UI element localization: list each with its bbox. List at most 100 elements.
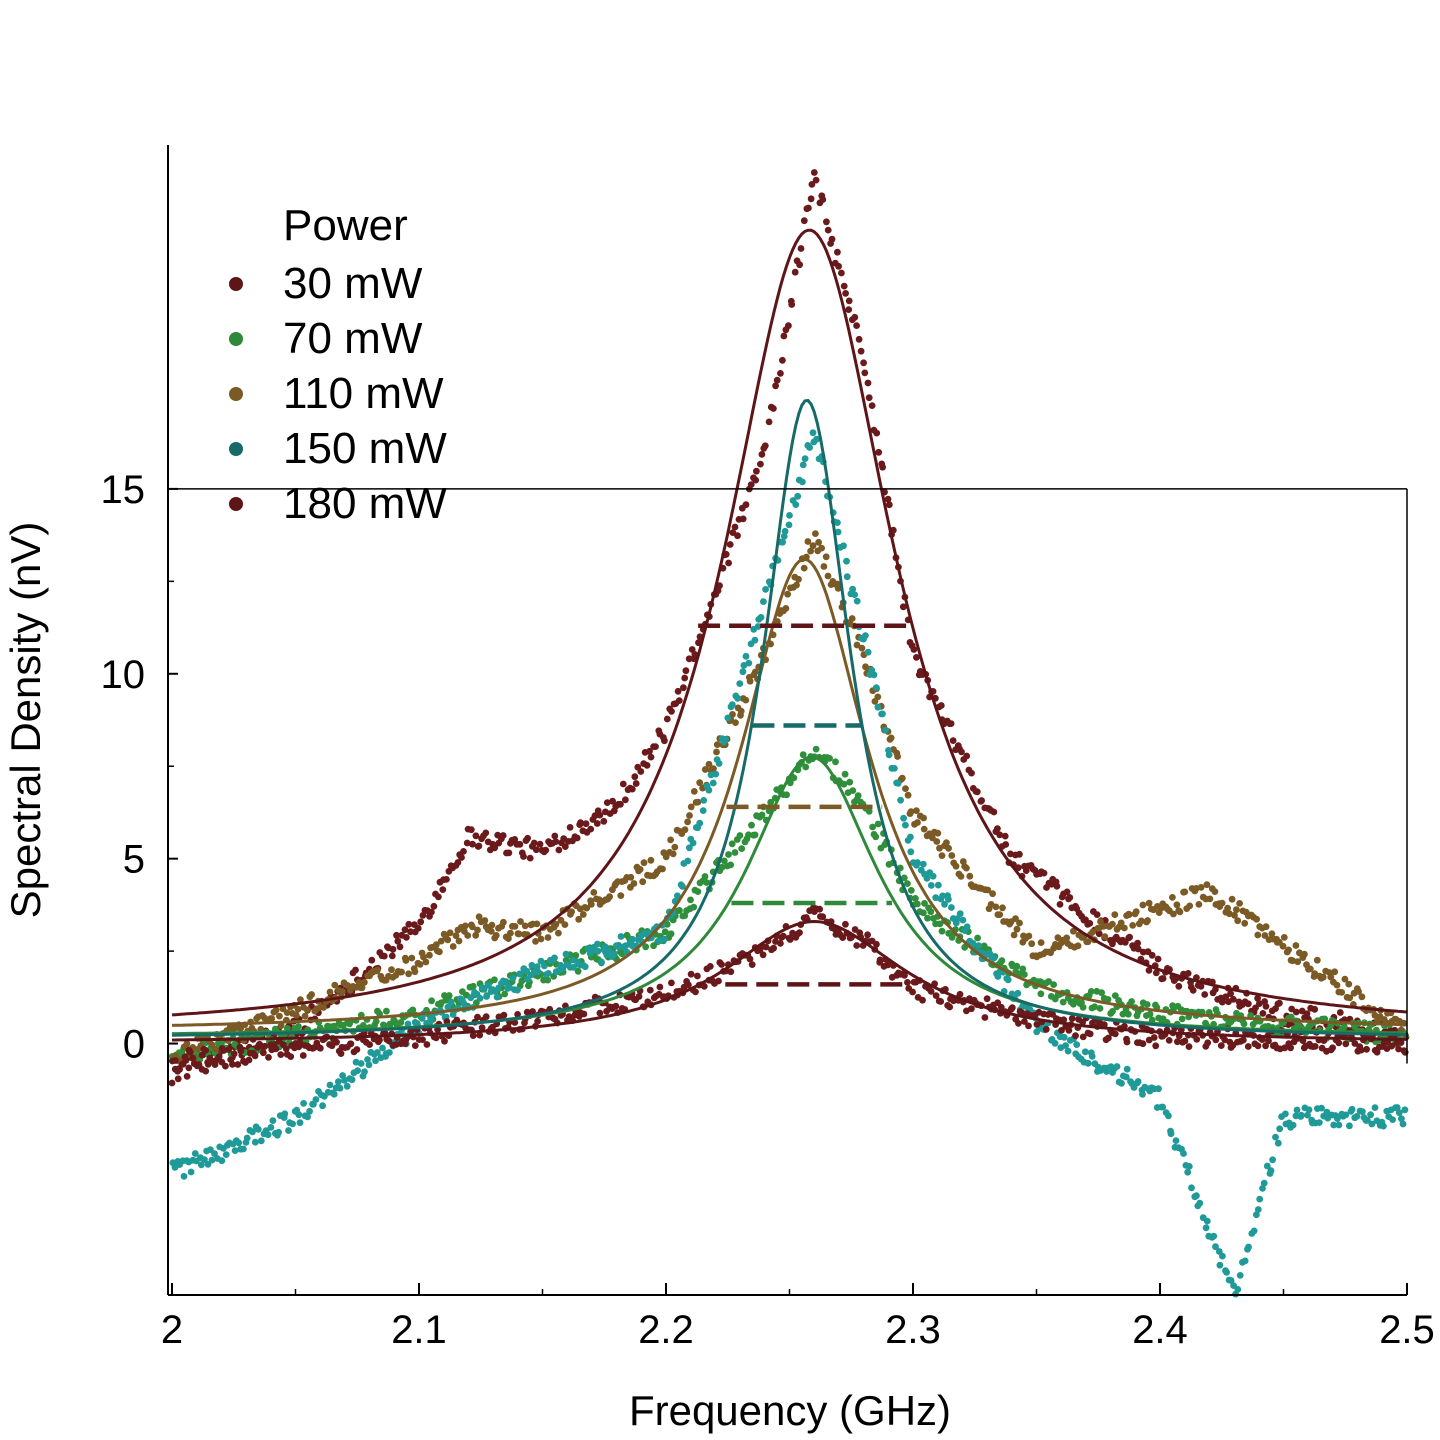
- data-point: [357, 1060, 365, 1067]
- data-point: [1345, 980, 1353, 988]
- data-point: [1066, 894, 1074, 901]
- data-point: [487, 928, 495, 935]
- data-point: [826, 755, 833, 762]
- y-tick-label: 0: [123, 1023, 145, 1067]
- data-point: [932, 894, 940, 902]
- data-point: [617, 933, 625, 940]
- data-point: [874, 820, 882, 828]
- data-point: [1025, 932, 1033, 940]
- data-point: [845, 306, 853, 313]
- data-point: [552, 920, 560, 928]
- data-point: [1371, 1104, 1379, 1111]
- data-point: [1364, 1116, 1371, 1124]
- data-point: [482, 829, 490, 837]
- data-point: [493, 993, 501, 1001]
- data-point: [818, 544, 825, 552]
- data-point: [1184, 970, 1192, 977]
- data-point: [791, 268, 799, 276]
- data-point: [1074, 942, 1082, 950]
- data-point: [511, 1019, 519, 1026]
- data-point: [694, 888, 702, 895]
- data-point: [389, 945, 397, 953]
- data-point: [792, 501, 800, 508]
- data-point: [687, 896, 694, 904]
- data-point: [417, 918, 425, 926]
- data-point: [1193, 1192, 1200, 1200]
- data-point: [1062, 1042, 1069, 1049]
- data-point: [187, 1168, 195, 1176]
- data-point: [1218, 899, 1226, 907]
- data-point: [834, 248, 841, 256]
- data-point: [713, 748, 720, 756]
- data-point: [674, 687, 682, 695]
- data-point: [326, 988, 334, 996]
- data-point: [1165, 1037, 1173, 1044]
- data-point: [1227, 1277, 1235, 1284]
- data-point: [1064, 1047, 1072, 1055]
- data-point: [374, 966, 381, 974]
- fit-curve-2: [171, 557, 1408, 1027]
- data-point: [617, 892, 625, 899]
- legend-label: 30 mW: [283, 259, 423, 308]
- data-point: [480, 985, 488, 993]
- data-point: [454, 859, 462, 866]
- data-point: [800, 217, 808, 225]
- data-point: [1226, 910, 1233, 918]
- data-point: [948, 904, 955, 911]
- data-point: [499, 832, 507, 839]
- data-point: [788, 301, 796, 308]
- data-point: [954, 915, 961, 923]
- data-point: [958, 748, 965, 756]
- data-point: [1100, 923, 1107, 930]
- data-point: [1401, 1106, 1409, 1114]
- data-point: [846, 778, 854, 786]
- data-point: [694, 972, 701, 980]
- data-point: [330, 1090, 338, 1098]
- data-point: [1139, 1040, 1147, 1048]
- data-point: [1197, 884, 1205, 891]
- data-point: [864, 379, 872, 387]
- data-point: [1105, 1034, 1112, 1042]
- data-point: [606, 893, 613, 901]
- data-point: [751, 636, 759, 644]
- data-point: [590, 889, 598, 896]
- data-point: [805, 204, 812, 212]
- data-point: [1359, 1108, 1366, 1116]
- data-point: [183, 1073, 191, 1080]
- data-point: [1224, 904, 1231, 912]
- legend-label: 70 mW: [283, 314, 423, 363]
- data-point: [555, 929, 562, 937]
- data-point: [1289, 1121, 1297, 1129]
- data-point: [348, 1076, 356, 1084]
- data-point: [414, 924, 422, 932]
- data-point: [1134, 945, 1142, 953]
- data-point: [463, 839, 471, 847]
- data-point: [921, 900, 928, 907]
- data-point: [275, 1128, 282, 1136]
- data-point: [594, 940, 601, 948]
- data-point: [174, 1075, 182, 1083]
- data-point: [973, 788, 981, 796]
- data-point: [475, 913, 483, 921]
- data-point: [1254, 1042, 1262, 1050]
- data-point: [1279, 942, 1287, 950]
- data-point: [501, 990, 509, 998]
- data-point: [561, 921, 569, 928]
- data-point: [320, 1004, 327, 1011]
- data-point: [806, 444, 813, 451]
- data-point: [1239, 1036, 1247, 1044]
- data-point: [797, 245, 805, 252]
- data-point: [647, 856, 655, 864]
- data-point: [1333, 981, 1341, 989]
- data-point: [331, 981, 339, 989]
- data-point: [1267, 1167, 1275, 1175]
- data-point: [1389, 1116, 1396, 1123]
- data-point: [1084, 1059, 1092, 1067]
- data-point: [557, 916, 565, 924]
- data-point: [885, 751, 893, 759]
- data-point: [552, 838, 560, 845]
- data-point: [257, 1137, 265, 1145]
- data-point: [685, 981, 692, 989]
- data-point: [663, 715, 671, 723]
- data-point: [1298, 1111, 1305, 1119]
